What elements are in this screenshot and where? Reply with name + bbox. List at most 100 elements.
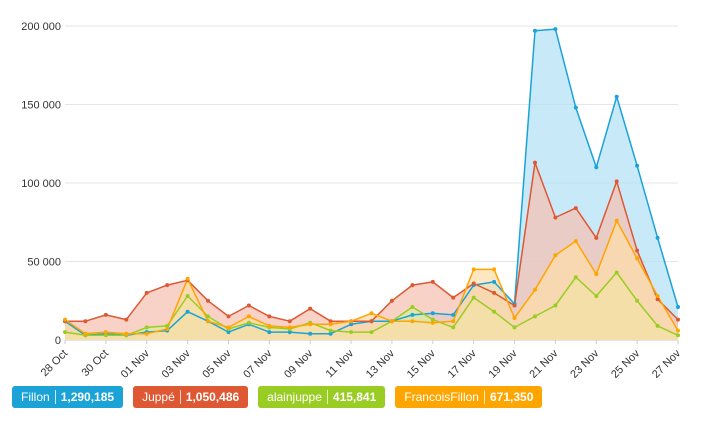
legend-item-alainjuppe[interactable]: alainjuppe 415,841 xyxy=(258,386,386,408)
data-point-fillon[interactable] xyxy=(328,331,333,336)
legend-item-francoisfillon[interactable]: FrancoisFillon 671,350 xyxy=(395,386,543,408)
data-point-francoisfillon[interactable] xyxy=(63,317,67,322)
data-point-francoisfillon[interactable] xyxy=(83,331,88,336)
data-point-fillon[interactable] xyxy=(451,312,456,317)
data-point-francoisfillon[interactable] xyxy=(512,316,517,320)
data-point-alainjuppe[interactable] xyxy=(410,305,415,309)
data-point-alainjuppe[interactable] xyxy=(594,294,599,298)
data-point-francoisfillon[interactable] xyxy=(328,322,333,327)
data-point-fillon[interactable] xyxy=(287,330,292,335)
data-point-jupp-[interactable] xyxy=(553,215,558,220)
data-point-francoisfillon[interactable] xyxy=(635,256,640,261)
data-point-alainjuppe[interactable] xyxy=(655,323,660,328)
data-point-francoisfillon[interactable] xyxy=(410,319,415,324)
data-point-francoisfillon[interactable] xyxy=(389,319,394,324)
data-point-alainjuppe[interactable] xyxy=(246,320,251,325)
data-point-jupp-[interactable] xyxy=(83,319,88,324)
data-point-fillon[interactable] xyxy=(676,305,680,309)
data-point-alainjuppe[interactable] xyxy=(103,333,108,338)
data-point-francoisfillon[interactable] xyxy=(471,267,476,272)
data-point-jupp-[interactable] xyxy=(165,283,170,288)
data-point-francoisfillon[interactable] xyxy=(655,294,660,298)
data-point-alainjuppe[interactable] xyxy=(573,275,578,280)
data-point-jupp-[interactable] xyxy=(287,319,292,324)
data-point-francoisfillon[interactable] xyxy=(103,330,108,335)
data-point-alainjuppe[interactable] xyxy=(614,270,619,275)
data-point-jupp-[interactable] xyxy=(430,279,435,284)
data-point-fillon[interactable] xyxy=(573,105,578,110)
data-point-alainjuppe[interactable] xyxy=(533,314,537,319)
data-point-alainjuppe[interactable] xyxy=(144,325,149,330)
data-point-alainjuppe[interactable] xyxy=(349,330,354,335)
data-point-jupp-[interactable] xyxy=(533,160,537,165)
data-point-jupp-[interactable] xyxy=(389,298,394,303)
data-point-alainjuppe[interactable] xyxy=(328,328,333,333)
data-point-fillon[interactable] xyxy=(533,28,537,33)
data-point-alainjuppe[interactable] xyxy=(451,325,456,330)
data-point-fillon[interactable] xyxy=(185,309,190,314)
data-point-fillon[interactable] xyxy=(553,27,558,32)
data-point-fillon[interactable] xyxy=(594,165,599,170)
data-point-francoisfillon[interactable] xyxy=(267,323,272,328)
data-point-alainjuppe[interactable] xyxy=(635,298,640,303)
data-point-francoisfillon[interactable] xyxy=(553,253,558,258)
data-point-jupp-[interactable] xyxy=(308,306,313,311)
data-point-jupp-[interactable] xyxy=(635,248,640,253)
data-point-alainjuppe[interactable] xyxy=(492,309,497,314)
data-point-jupp-[interactable] xyxy=(124,317,129,322)
data-point-fillon[interactable] xyxy=(430,311,435,316)
data-point-alainjuppe[interactable] xyxy=(553,303,558,308)
data-point-francoisfillon[interactable] xyxy=(185,276,190,281)
data-point-jupp-[interactable] xyxy=(471,281,476,286)
data-point-fillon[interactable] xyxy=(410,312,415,317)
data-point-jupp-[interactable] xyxy=(492,290,497,295)
data-point-jupp-[interactable] xyxy=(246,303,251,308)
data-point-jupp-[interactable] xyxy=(512,303,517,308)
data-point-jupp-[interactable] xyxy=(655,297,660,302)
data-point-fillon[interactable] xyxy=(308,331,313,336)
data-point-francoisfillon[interactable] xyxy=(369,311,374,316)
data-point-francoisfillon[interactable] xyxy=(676,328,680,333)
data-point-francoisfillon[interactable] xyxy=(492,267,497,272)
data-point-alainjuppe[interactable] xyxy=(430,317,435,322)
data-point-fillon[interactable] xyxy=(614,94,619,99)
data-point-francoisfillon[interactable] xyxy=(124,331,129,336)
data-point-jupp-[interactable] xyxy=(206,298,210,303)
data-point-alainjuppe[interactable] xyxy=(185,294,190,298)
data-point-francoisfillon[interactable] xyxy=(533,287,537,292)
data-point-fillon[interactable] xyxy=(635,163,640,168)
data-point-alainjuppe[interactable] xyxy=(63,330,67,335)
data-point-alainjuppe[interactable] xyxy=(512,325,517,330)
data-point-francoisfillon[interactable] xyxy=(246,314,251,319)
data-point-fillon[interactable] xyxy=(655,235,660,240)
data-point-alainjuppe[interactable] xyxy=(165,323,170,328)
data-point-jupp-[interactable] xyxy=(226,314,231,319)
data-point-jupp-[interactable] xyxy=(451,295,456,300)
data-point-jupp-[interactable] xyxy=(267,314,272,319)
data-point-jupp-[interactable] xyxy=(144,290,149,295)
data-point-fillon[interactable] xyxy=(226,330,231,335)
data-point-alainjuppe[interactable] xyxy=(369,330,374,335)
data-point-jupp-[interactable] xyxy=(328,319,333,324)
data-point-francoisfillon[interactable] xyxy=(349,319,354,324)
data-point-fillon[interactable] xyxy=(492,279,497,284)
data-point-jupp-[interactable] xyxy=(369,319,374,324)
data-point-jupp-[interactable] xyxy=(614,179,619,184)
legend-item-jupp-[interactable]: Juppé 1,050,486 xyxy=(133,386,249,408)
data-point-francoisfillon[interactable] xyxy=(594,272,599,277)
data-point-fillon[interactable] xyxy=(349,322,354,327)
data-point-jupp-[interactable] xyxy=(103,312,108,317)
data-point-francoisfillon[interactable] xyxy=(451,319,456,324)
data-point-alainjuppe[interactable] xyxy=(206,314,210,319)
legend-item-fillon[interactable]: Fillon 1,290,185 xyxy=(12,386,124,408)
data-point-francoisfillon[interactable] xyxy=(144,331,149,336)
data-point-jupp-[interactable] xyxy=(594,235,599,240)
data-point-fillon[interactable] xyxy=(267,330,272,335)
data-point-francoisfillon[interactable] xyxy=(430,320,435,325)
data-point-francoisfillon[interactable] xyxy=(287,325,292,330)
data-point-alainjuppe[interactable] xyxy=(471,295,476,300)
data-point-francoisfillon[interactable] xyxy=(226,325,231,330)
data-point-francoisfillon[interactable] xyxy=(165,327,170,331)
data-point-francoisfillon[interactable] xyxy=(573,239,578,244)
data-point-alainjuppe[interactable] xyxy=(676,333,680,338)
